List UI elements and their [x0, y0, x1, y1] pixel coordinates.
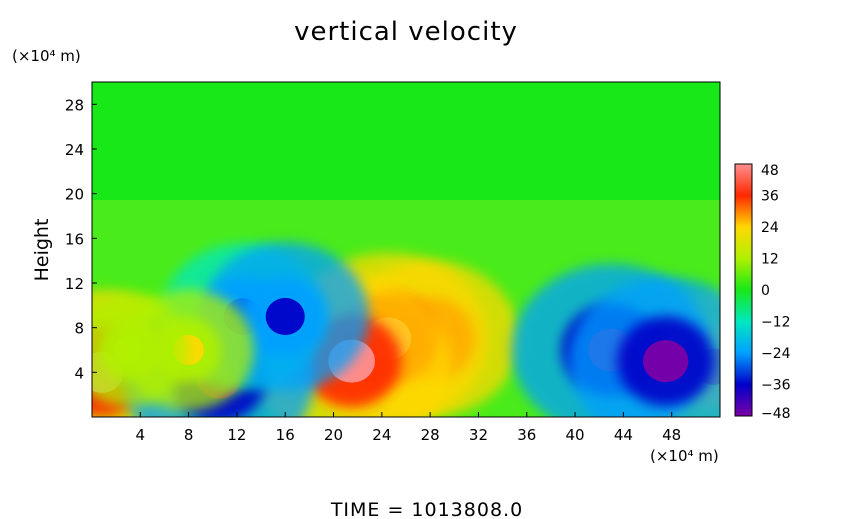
chart-title: vertical velocity [294, 17, 518, 47]
time-label: TIME = 1013808.0 [330, 499, 523, 519]
y-tick-label: 24 [65, 141, 84, 159]
heatmap-blob-peak [114, 335, 143, 365]
colorbar-tick-label: −36 [761, 378, 791, 394]
colorbar-tick-label: 24 [761, 220, 779, 236]
colorbar-ticks: 48 36 24 12 0 −12 −24 −36 −48 [761, 163, 791, 422]
y-tick-label: 8 [74, 320, 84, 338]
heatmap-blob-peak [643, 340, 689, 383]
x-unit-label: (×10⁴ m) [650, 447, 719, 465]
colorbar-tick-label: 36 [761, 189, 779, 205]
y-axis-ticks: 4 8 12 16 20 24 28 [65, 96, 97, 382]
x-tick-label: 4 [136, 426, 146, 444]
colorbar-tick-label: 12 [761, 252, 779, 268]
x-tick-label: 16 [276, 426, 295, 444]
x-tick-label: 20 [324, 426, 343, 444]
colorbar: 48 36 24 12 0 −12 −24 −36 −48 [734, 163, 791, 422]
y-tick-label: 20 [65, 186, 84, 204]
x-tick-label: 48 [662, 426, 681, 444]
y-tick-label: 28 [65, 96, 84, 114]
x-tick-label: 24 [372, 426, 391, 444]
x-axis-ticks: 4 8 12 16 20 24 28 32 36 40 44 48 [136, 412, 681, 444]
x-tick-label: 36 [517, 426, 536, 444]
x-tick-label: 12 [227, 426, 246, 444]
colorbar-gradient [734, 163, 753, 417]
colorbar-tick-label: −12 [761, 315, 791, 331]
heatmap-blob-peak [265, 297, 305, 336]
y-unit-label: (×10⁴ m) [12, 47, 81, 65]
colorbar-tick-label: 0 [761, 283, 770, 299]
plot-frame [91, 81, 721, 418]
x-tick-label: 40 [566, 426, 585, 444]
y-tick-label: 12 [65, 275, 84, 293]
colorbar-tick-label: −24 [761, 346, 791, 362]
x-tick-label: 8 [184, 426, 194, 444]
plot-area [91, 81, 721, 418]
y-axis-label: Height [31, 219, 53, 282]
y-tick-label: 4 [74, 364, 84, 382]
x-tick-label: 32 [469, 426, 488, 444]
y-tick-label: 16 [65, 230, 84, 248]
colorbar-tick-label: −48 [761, 406, 791, 422]
colorbar-tick-label: 48 [761, 163, 779, 179]
heatmap-features [92, 242, 720, 417]
x-tick-label: 44 [614, 426, 633, 444]
x-tick-label: 28 [421, 426, 440, 444]
